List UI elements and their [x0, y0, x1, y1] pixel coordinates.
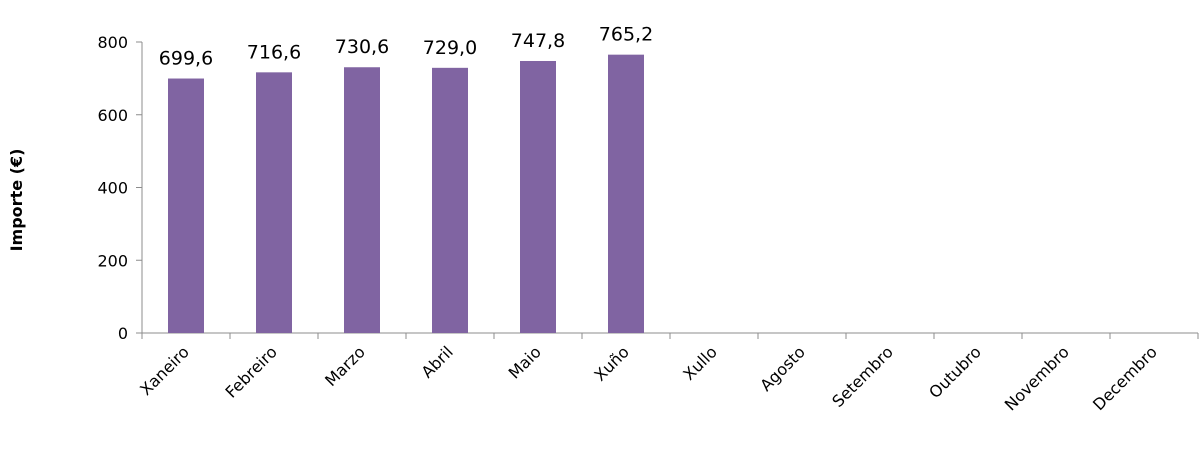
bar	[432, 67, 468, 334]
y-tick-label: 200	[97, 251, 128, 270]
bar	[168, 78, 204, 333]
data-label: 765,2	[599, 24, 653, 46]
y-tick-label: 800	[97, 33, 128, 52]
x-tick-label: Febreiro	[222, 342, 281, 401]
data-label: 729,0	[423, 37, 477, 59]
x-tick-label: Abril	[418, 342, 457, 381]
data-label: 730,6	[335, 36, 389, 58]
x-tick-label: Maio	[505, 342, 545, 382]
bar	[608, 54, 644, 333]
x-tick-label: Marzo	[321, 342, 369, 390]
data-label: 747,8	[511, 30, 565, 52]
x-tick-label: Novembro	[1001, 342, 1073, 414]
y-tick-label: 600	[97, 106, 128, 125]
data-labels: 699,6 716,6 730,6 729,0 747,8 765,2	[159, 24, 653, 70]
x-tick-label: Xullo	[679, 342, 721, 384]
x-tick-label: Outubro	[925, 342, 985, 402]
bar	[520, 60, 556, 333]
bar	[344, 67, 380, 333]
y-tick-label: 400	[97, 179, 128, 198]
x-tick-label: Agosto	[756, 342, 809, 395]
y-axis: 0 200 400 600 800	[97, 33, 143, 343]
y-axis-label: Importe (€)	[7, 149, 26, 252]
bar	[256, 72, 292, 334]
x-axis: Xaneiro Febreiro Marzo Abril Maio Xuño Xullo Ag…	[136, 332, 1199, 414]
x-tick-label: Decembro	[1089, 342, 1161, 414]
bars	[168, 54, 644, 334]
x-tick-label: Setembro	[828, 342, 897, 411]
data-label: 699,6	[159, 48, 213, 70]
x-tick-label: Xaneiro	[136, 342, 193, 399]
x-tick-label: Xuño	[590, 342, 632, 384]
data-label: 716,6	[247, 41, 301, 63]
y-tick-label: 0	[118, 324, 128, 343]
